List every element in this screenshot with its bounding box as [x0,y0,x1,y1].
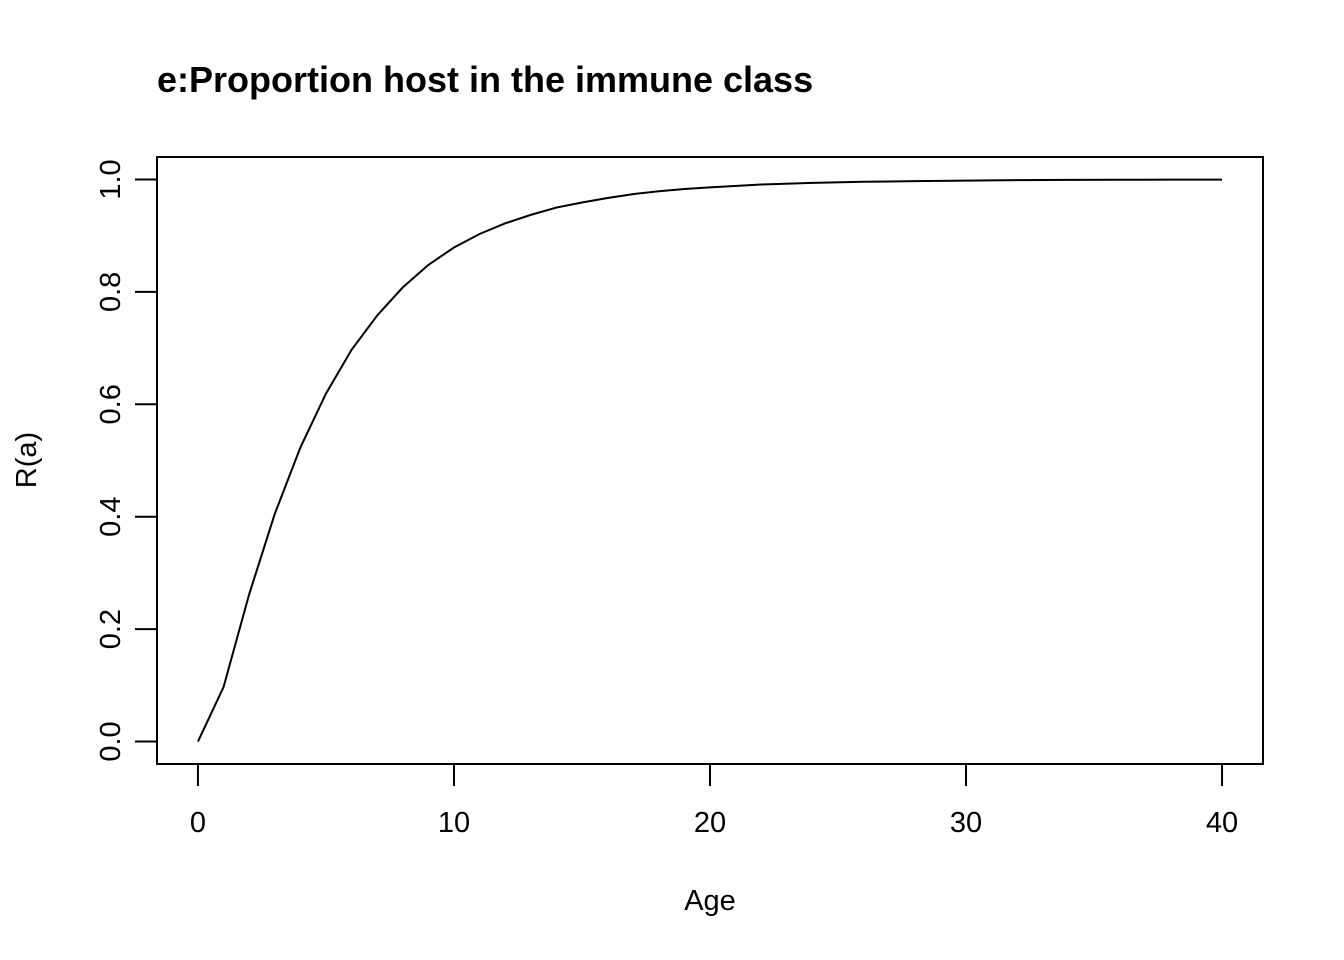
x-axis-label: Age [684,885,736,917]
y-tick-label-0.4: 0.4 [95,497,127,537]
y-tick-label-1.0: 1.0 [95,159,127,199]
x-tick-label-0: 0 [190,807,206,839]
x-axis: 0 10 20 30 40 [190,763,1238,839]
y-tick-label-0.0: 0.0 [95,721,127,761]
series-line-immune-proportion [197,178,1223,742]
plot-frame [156,156,1264,765]
y-tick-label-0.6: 0.6 [95,384,127,424]
y-tick-label-0.2: 0.2 [95,609,127,649]
y-axis: 0.0 0.2 0.4 0.6 0.8 1.0 [95,159,158,762]
x-tick-label-40: 40 [1206,807,1238,839]
chart-title: e:Proportion host in the immune class [157,59,813,100]
y-tick-label-0.8: 0.8 [95,272,127,312]
x-tick-label-10: 10 [438,807,470,839]
x-tick-label-30: 30 [950,807,982,839]
y-axis-label: R(a) [11,432,43,488]
x-tick-label-20: 20 [694,807,726,839]
